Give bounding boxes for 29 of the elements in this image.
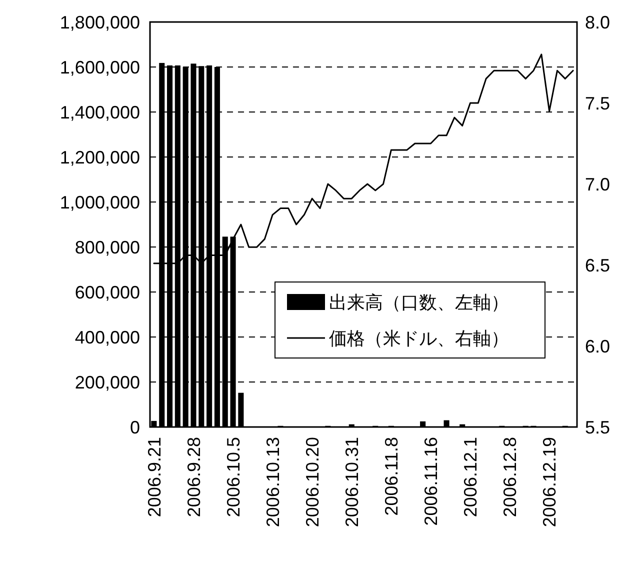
y-tick-label: 1,200,000 xyxy=(60,147,140,168)
y-tick-label: 800,000 xyxy=(74,237,140,258)
y2-tick-label: 8.0 xyxy=(585,12,610,32)
x-tick-label: 2006.12.19 xyxy=(540,437,560,528)
y2-tick-label: 5.5 xyxy=(585,417,610,438)
x-tick-label: 2006.9.28 xyxy=(184,437,204,518)
x-tick-label: 2006.10.20 xyxy=(302,437,322,528)
x-tick-label: 2006.12.8 xyxy=(500,437,520,518)
y2-tick-label: 6.0 xyxy=(585,336,610,356)
y2-tick-label: 7.5 xyxy=(585,93,610,114)
legend-label: 価格（米ドル、右軸） xyxy=(329,328,509,348)
legend-label: 出来高（口数、左軸） xyxy=(329,292,509,312)
y-tick-label: 1,400,000 xyxy=(60,102,140,122)
y-tick-label: 1,800,000 xyxy=(60,12,140,32)
y-tick-label: 0 xyxy=(130,417,140,438)
x-tick-label: 2006.10.13 xyxy=(262,437,283,528)
x-tick-label: 2006.11.8 xyxy=(381,437,402,516)
x-tick-label: 2006.9.21 xyxy=(144,437,164,518)
y-tick-label: 400,000 xyxy=(74,327,140,348)
x-tick-label: 2006.12.1 xyxy=(460,437,481,518)
x-tick-label: 2006.11.16 xyxy=(421,437,442,526)
x-tick-label: 2006.10.31 xyxy=(342,437,362,528)
y-tick-label: 1,000,000 xyxy=(60,192,140,212)
y-tick-label: 1,600,000 xyxy=(60,57,140,78)
y-tick-label: 600,000 xyxy=(74,282,140,302)
y2-tick-label: 7.0 xyxy=(585,174,610,194)
y-tick-label: 200,000 xyxy=(74,372,140,392)
x-tick-label: 2006.10.5 xyxy=(223,437,244,518)
y2-tick-label: 6.5 xyxy=(585,255,610,276)
